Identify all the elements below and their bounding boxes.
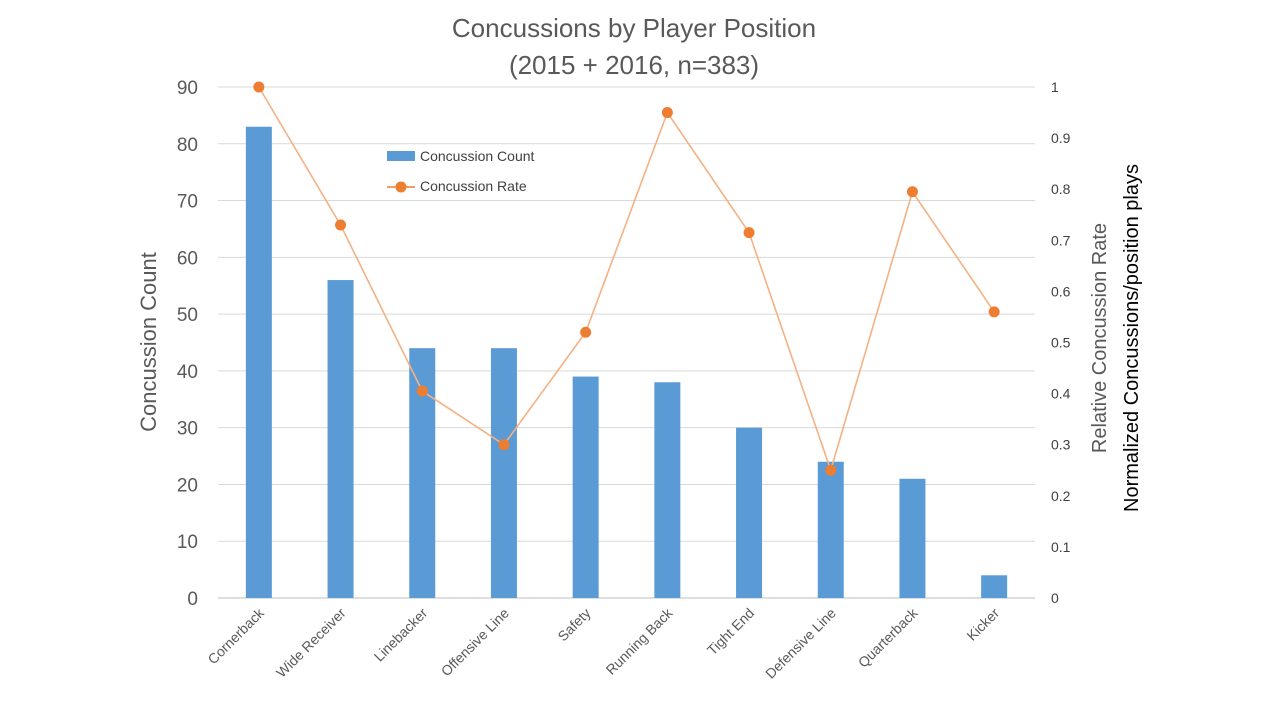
bar [327, 280, 354, 598]
category-label: Offensive Line [438, 605, 513, 680]
category-label: Wide Receiver [273, 605, 349, 681]
line-series [253, 81, 1000, 476]
right-axis-ticks: 0 0.1 0.2 0.3 0.4 0.5 0.6 0.7 0.8 0.9 1 [1051, 79, 1071, 606]
rate-line [258, 86, 995, 473]
legend-label-rate: Concussion Rate [420, 178, 527, 194]
y-tick-label: 40 [177, 362, 198, 383]
y-tick-label: 20 [177, 475, 198, 496]
category-label: Tight End [704, 605, 757, 658]
bar [490, 348, 517, 598]
y2-tick-label: 0.9 [1051, 130, 1071, 146]
y-tick-label: 0 [187, 589, 198, 610]
y2-tick-label: 1 [1051, 79, 1059, 95]
y-tick-label: 70 [177, 192, 198, 213]
y2-tick-label: 0.4 [1051, 386, 1071, 402]
y2-tick-label: 0.2 [1051, 488, 1071, 504]
bar [736, 427, 763, 598]
y2-tick-label: 0.5 [1051, 335, 1071, 351]
y-tick-label: 30 [177, 419, 198, 440]
gridlines [218, 86, 1035, 599]
bar [654, 382, 681, 598]
chart-subtitle: (2015 + 2016, n=383) [509, 50, 759, 80]
legend: Concussion Count Concussion Rate [387, 148, 535, 194]
y2-tick-label: 0 [1051, 590, 1059, 606]
rate-point [661, 107, 673, 119]
category-label: Cornerback [204, 604, 267, 667]
bar [817, 461, 844, 598]
bar-series [245, 126, 1008, 598]
y2-tick-label: 0.3 [1051, 437, 1071, 453]
y2-axis-label: Relative Concussion Rate [1089, 223, 1111, 453]
category-label: Safety [554, 605, 593, 644]
rate-point [825, 464, 837, 476]
category-label: Linebacker [371, 605, 431, 665]
rate-point [743, 227, 755, 239]
category-label: Defensive Line [762, 605, 839, 682]
category-label: Quarterback [855, 604, 921, 670]
y-tick-label: 80 [177, 135, 198, 156]
y-tick-label: 10 [177, 532, 198, 553]
rate-point [335, 219, 347, 231]
y-axis-label: Concussion Count [136, 252, 161, 432]
category-label: Kicker [963, 605, 1002, 644]
rate-point [580, 326, 592, 338]
category-label: Running Back [603, 604, 677, 678]
y2-tick-label: 0.7 [1051, 232, 1071, 248]
bar [572, 376, 599, 598]
y-tick-label: 50 [177, 305, 198, 326]
bar [899, 478, 926, 598]
rate-point [253, 81, 265, 93]
category-labels: Cornerback Wide Receiver Linebacker Offensi… [204, 604, 1002, 682]
left-axis-ticks: 0 10 20 30 40 50 60 70 80 90 [177, 78, 198, 610]
rate-point [988, 306, 1000, 318]
legend-swatch-bar [387, 151, 415, 161]
y2-axis-label-secondary: Normalized Concussions/position plays [1121, 164, 1143, 512]
rate-point [906, 186, 918, 198]
bar [245, 126, 272, 598]
bar [981, 575, 1008, 598]
chart-title: Concussions by Player Position [452, 13, 816, 43]
y2-tick-label: 0.8 [1051, 181, 1071, 197]
y-tick-label: 90 [177, 78, 198, 99]
rate-point [498, 439, 510, 451]
rate-point [416, 385, 428, 397]
y2-tick-label: 0.1 [1051, 539, 1071, 555]
legend-swatch-marker [395, 181, 407, 193]
legend-label-count: Concussion Count [420, 148, 535, 164]
y-tick-label: 60 [177, 248, 198, 269]
y2-tick-label: 0.6 [1051, 283, 1071, 299]
